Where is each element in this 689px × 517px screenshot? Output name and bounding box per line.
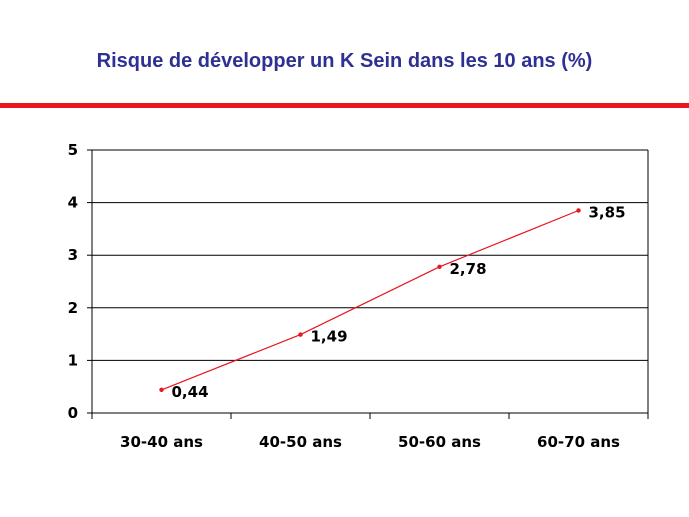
y-tick-label-2: 2 [68, 299, 78, 317]
y-tick-label-5: 5 [68, 141, 78, 159]
data-point-1 [159, 387, 164, 393]
series-line-1 [161, 209, 579, 391]
data-label-2: 1,49 [311, 328, 348, 346]
gridlines [92, 149, 648, 361]
data-label-3: 2,78 [450, 260, 487, 278]
y-tick-label-1: 1 [68, 351, 78, 369]
data-label-1: 0,44 [172, 383, 209, 401]
x-tick-label-3: 50-60 ans [398, 433, 481, 451]
title-divider [0, 103, 689, 108]
data-labels: 0,44 1,49 2,78 3,85 [172, 203, 626, 400]
y-tick-label-3: 3 [68, 246, 78, 264]
series-line-group [159, 208, 581, 393]
x-tick-label-1: 30-40 ans [120, 433, 203, 451]
data-point-4 [576, 208, 581, 213]
data-label-4: 3,85 [589, 203, 626, 221]
x-tick-label-4: 60-70 ans [537, 433, 620, 451]
x-tick-label-2: 40-50 ans [259, 433, 342, 451]
data-point-2 [298, 332, 303, 337]
x-axis-tick-labels: 30-40 ans 40-50 ans 50-60 ans 60-70 ans [120, 433, 620, 451]
data-point-3 [437, 264, 442, 269]
y-tick-label-4: 4 [68, 194, 78, 212]
axes [87, 149, 649, 419]
y-axis-tick-labels: 0 1 2 3 4 5 [68, 141, 78, 422]
slide-title: Risque de développer un K Sein dans les … [96, 50, 593, 72]
y-tick-label-0: 0 [68, 404, 78, 422]
